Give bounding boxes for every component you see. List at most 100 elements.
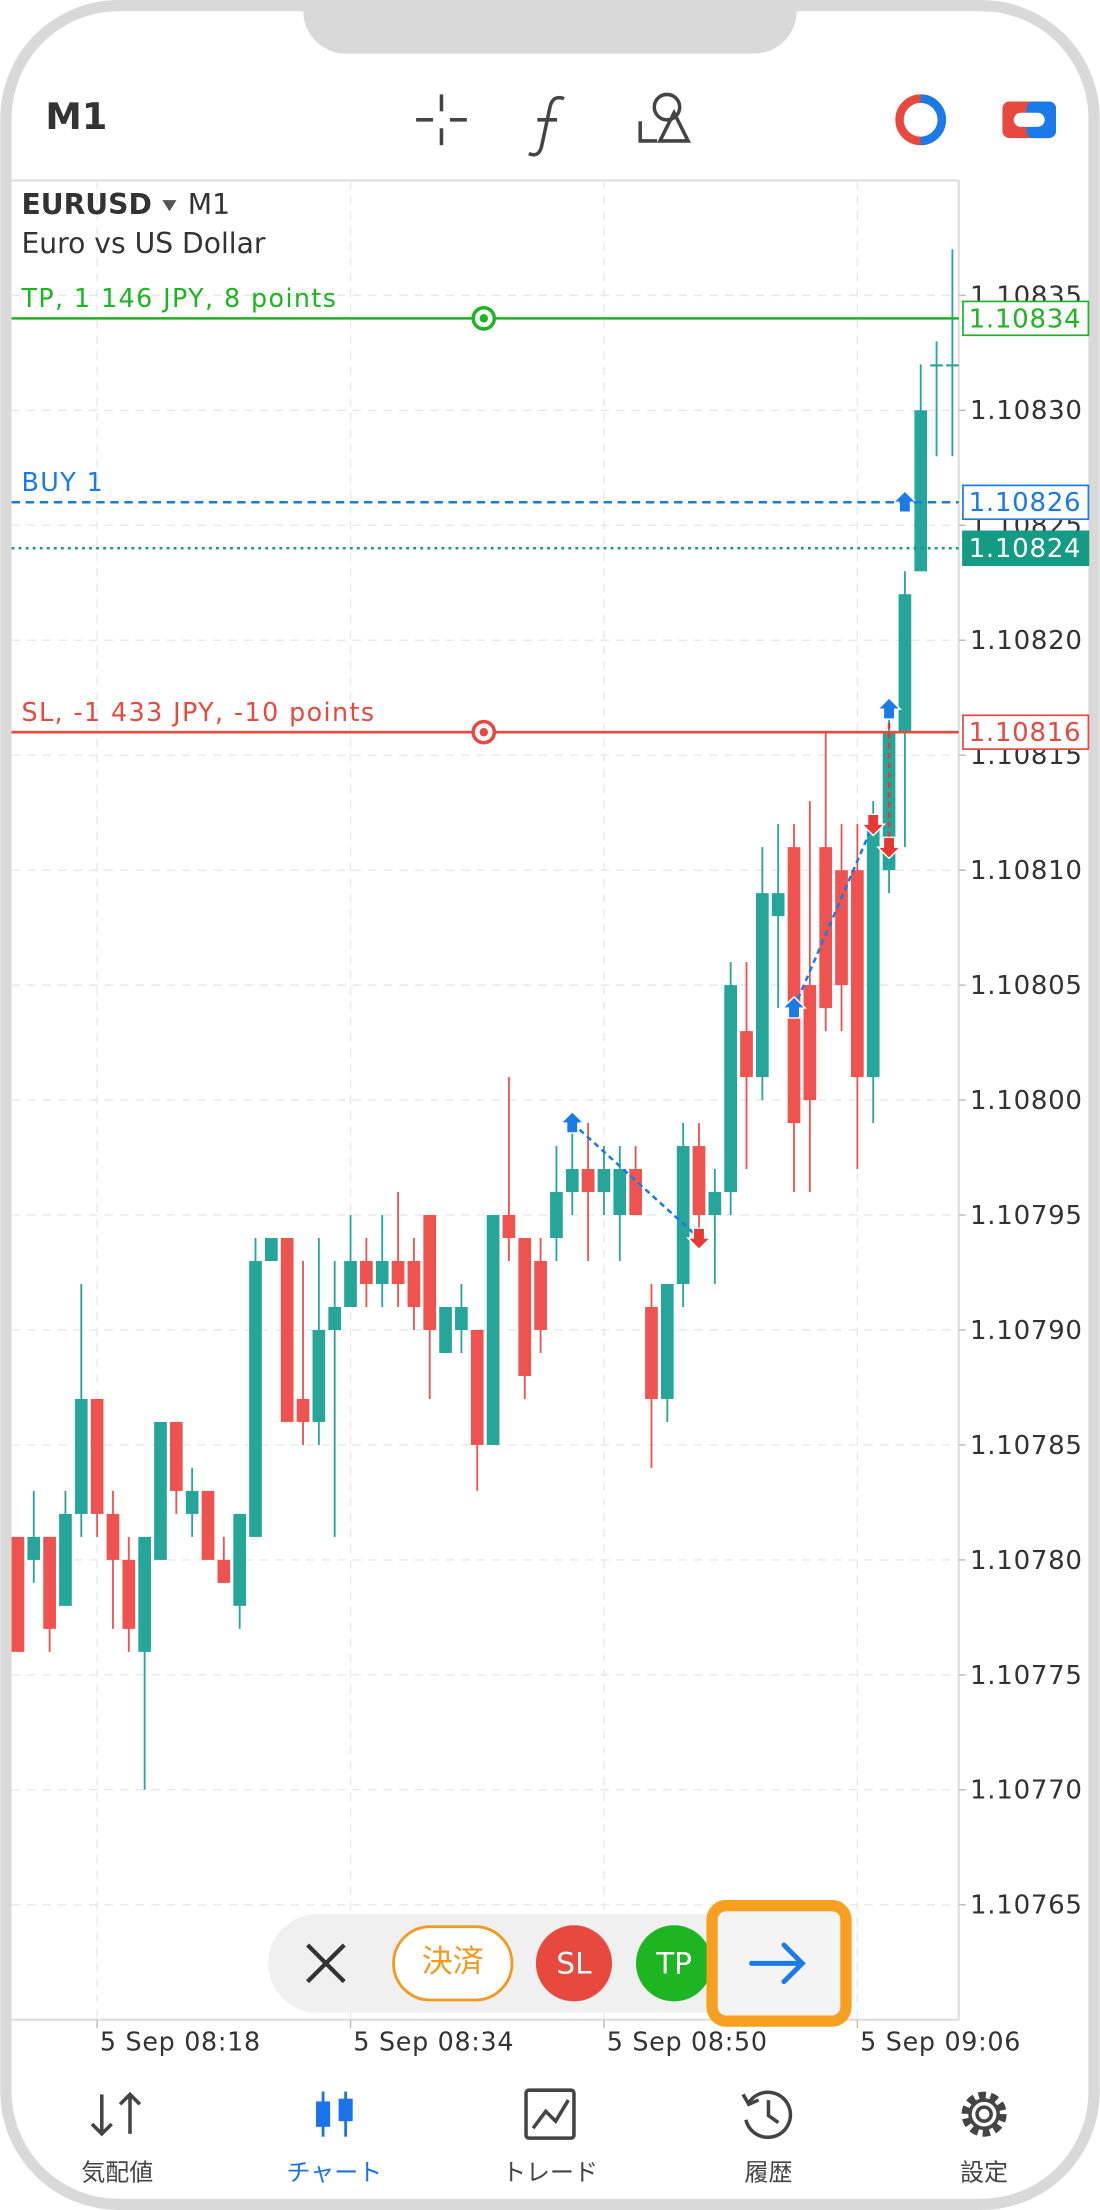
candle-body xyxy=(771,893,785,917)
y-tick-label: 1.10765 xyxy=(970,1891,1083,1921)
dropdown-icon xyxy=(162,200,177,212)
candle-body xyxy=(344,1261,357,1307)
close-toolbar-button[interactable] xyxy=(306,1943,346,1984)
candle-body xyxy=(185,1490,199,1514)
candle-body xyxy=(835,870,848,986)
symbol-description: Euro vs US Dollar xyxy=(21,227,265,260)
crosshair-icon[interactable] xyxy=(416,94,467,146)
symbol: EURUSD xyxy=(21,188,151,221)
indicator-icon[interactable] xyxy=(528,95,565,157)
quotes-icon[interactable] xyxy=(90,2091,142,2137)
candle-body xyxy=(946,364,959,367)
candle-body xyxy=(914,410,928,572)
candle-body xyxy=(169,1421,183,1491)
candle-body xyxy=(280,1238,294,1422)
nav-labels: 気配値 チャート トレード 履歴 設定 xyxy=(81,2158,1008,2186)
candle-body xyxy=(375,1261,389,1284)
candle-body xyxy=(90,1398,104,1514)
candle-body xyxy=(59,1513,72,1606)
candle-body xyxy=(740,1031,753,1078)
candle-body xyxy=(265,1238,278,1262)
candle-body xyxy=(708,1192,722,1216)
settings-icon[interactable] xyxy=(961,2091,1007,2137)
candle-body xyxy=(851,870,864,1078)
y-tick-label: 1.10790 xyxy=(970,1316,1083,1346)
candle-body xyxy=(43,1536,56,1629)
candle-body xyxy=(233,1513,247,1606)
price-box xyxy=(962,714,1090,750)
candle-body xyxy=(217,1559,231,1583)
candle-body xyxy=(470,1329,484,1445)
trade-icon[interactable] xyxy=(1002,101,1056,139)
price-box xyxy=(962,530,1090,567)
buy-arrow xyxy=(876,696,903,720)
nav-label[interactable]: トレード xyxy=(502,2158,598,2186)
candle-body xyxy=(692,1146,706,1216)
candle-body xyxy=(534,1261,547,1330)
candle-body xyxy=(676,1146,690,1284)
deal-link xyxy=(792,823,875,1009)
nav-label[interactable]: チャート xyxy=(287,2158,383,2186)
candle-body xyxy=(803,985,817,1101)
level-label: TP, 1 146 JPY, 8 points xyxy=(20,283,337,313)
level-label: SL, -1 433 JPY, -10 points xyxy=(21,697,375,727)
one-click-icon[interactable] xyxy=(895,94,947,146)
tp-label: TP xyxy=(655,1946,692,1980)
chart-icon[interactable] xyxy=(316,2091,353,2137)
candle-body xyxy=(439,1306,452,1353)
level-label: BUY 1 xyxy=(21,467,104,497)
candle-body xyxy=(122,1559,136,1629)
price-box-label: 1.10826 xyxy=(969,488,1082,518)
y-tick-label: 1.10830 xyxy=(970,396,1083,426)
y-tick-label: 1.10795 xyxy=(970,1201,1083,1231)
y-tick-label: 1.10805 xyxy=(970,971,1083,1001)
y-tick-label: 1.10820 xyxy=(970,626,1083,656)
chart-header: EURUSD M1 Euro vs US Dollar xyxy=(21,188,265,260)
candle-body xyxy=(502,1215,516,1239)
sell-arrow xyxy=(860,813,887,837)
sl-button[interactable] xyxy=(535,1925,613,2002)
tp-button[interactable] xyxy=(635,1925,713,2002)
candle-body xyxy=(423,1215,437,1330)
candle-body xyxy=(755,893,769,1078)
y-tick-label: 1.10775 xyxy=(970,1661,1083,1691)
close-position-label: 決済 xyxy=(422,1944,484,1980)
level-handle-dot xyxy=(479,727,488,737)
candle-body xyxy=(581,1169,595,1193)
x-tick-label: 5 Sep 08:18 xyxy=(100,2027,261,2057)
candle-body xyxy=(486,1215,500,1445)
y-tick-label: 1.10770 xyxy=(970,1776,1083,1806)
notch xyxy=(303,0,797,54)
candle-body xyxy=(597,1169,611,1193)
candle-body xyxy=(613,1169,627,1216)
buy-arrow xyxy=(559,1110,586,1134)
candle-body xyxy=(328,1306,342,1330)
history-icon[interactable] xyxy=(741,2090,793,2140)
candle-body xyxy=(201,1490,215,1560)
candle-body xyxy=(518,1238,532,1376)
candle-body xyxy=(930,364,943,367)
candle-body xyxy=(645,1306,658,1399)
price-box-label: 1.10824 xyxy=(969,534,1082,564)
candle-body xyxy=(74,1398,88,1514)
buy-arrow xyxy=(781,995,807,1019)
candle-body xyxy=(138,1536,151,1652)
nav-label[interactable]: 気配値 xyxy=(81,2158,153,2186)
trade-nav-icon[interactable] xyxy=(524,2088,576,2140)
nav-label[interactable]: 設定 xyxy=(960,2158,1008,2186)
candle-body xyxy=(360,1261,373,1284)
sell-arrow xyxy=(686,1227,712,1251)
candle-body xyxy=(407,1261,421,1307)
close-position-button[interactable] xyxy=(392,1925,514,2002)
timeframe-button[interactable]: M1 xyxy=(45,95,107,138)
x-tick-label: 5 Sep 08:50 xyxy=(607,2027,768,2057)
candle-body xyxy=(249,1261,262,1537)
price-box xyxy=(962,300,1090,337)
arrow-icon xyxy=(749,1942,806,1985)
candle-body xyxy=(898,594,912,733)
candle-body xyxy=(154,1421,167,1560)
nav-label[interactable]: 履歴 xyxy=(745,2158,793,2186)
objects-icon[interactable] xyxy=(638,92,691,143)
